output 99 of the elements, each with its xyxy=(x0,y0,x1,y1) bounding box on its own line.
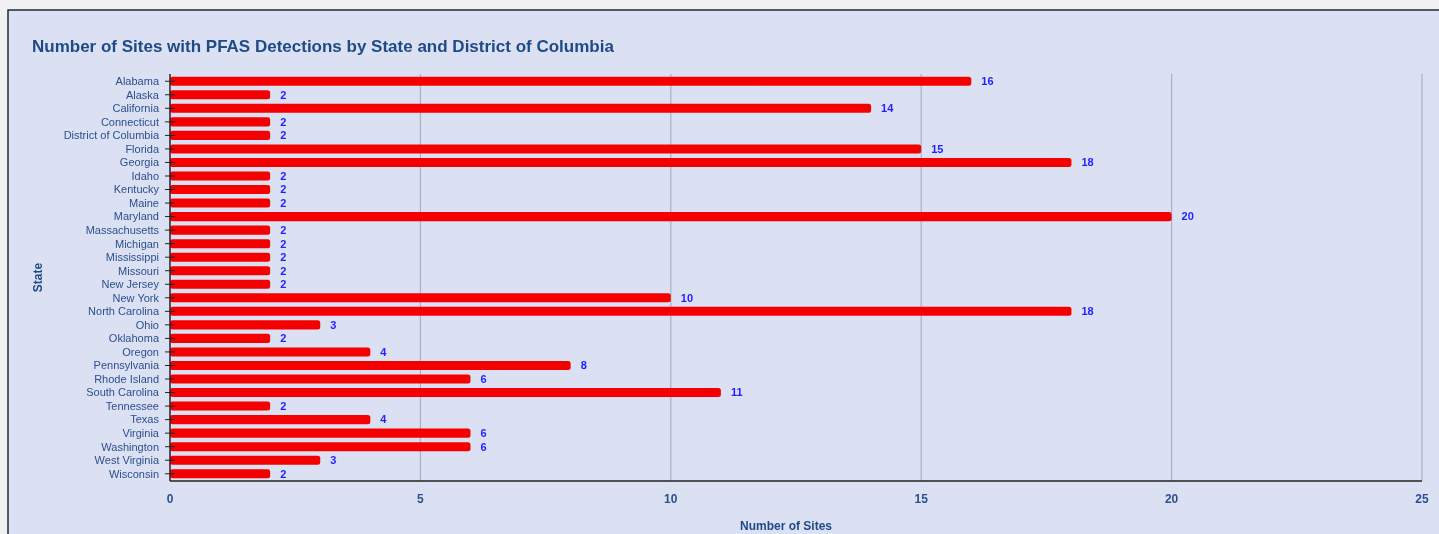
data-label: 16 xyxy=(981,75,994,88)
bar xyxy=(170,266,271,276)
bar xyxy=(170,428,471,438)
bar xyxy=(170,103,872,113)
data-label: 2 xyxy=(280,115,287,128)
x-axis-title: Number of Sites xyxy=(739,519,833,534)
data-label: 15 xyxy=(931,142,944,155)
data-label: 20 xyxy=(1181,210,1194,223)
bar xyxy=(170,347,371,357)
y-tick-label: Rhode Island xyxy=(94,372,159,385)
data-label: 3 xyxy=(330,454,337,467)
y-tick-label: District of Columbia xyxy=(63,129,160,142)
y-tick-label: Oklahoma xyxy=(108,332,160,345)
y-tick-label: Mississippi xyxy=(105,251,159,264)
bar xyxy=(170,157,1072,167)
y-tick-label: Washington xyxy=(101,440,159,453)
bar xyxy=(170,117,271,127)
y-axis-title: State xyxy=(31,262,46,293)
y-tick-label: West Virginia xyxy=(94,454,160,467)
data-label: 18 xyxy=(1081,156,1094,169)
x-tick-label: 20 xyxy=(1164,492,1179,507)
y-tick-label: Ohio xyxy=(135,318,159,331)
bar xyxy=(170,252,271,262)
y-tick-label: South Carolina xyxy=(86,386,160,399)
data-label: 6 xyxy=(480,440,487,453)
bar xyxy=(170,198,271,208)
data-label: 2 xyxy=(280,169,287,182)
bar xyxy=(170,388,721,398)
bar xyxy=(170,320,321,330)
data-label: 2 xyxy=(280,129,287,142)
bar xyxy=(170,225,271,235)
x-tick-label: 25 xyxy=(1415,492,1429,507)
data-label: 14 xyxy=(881,102,895,115)
y-tick-label: Kentucky xyxy=(113,183,160,196)
y-tick-label: Florida xyxy=(125,142,160,155)
data-label: 2 xyxy=(280,237,287,250)
bar xyxy=(170,442,471,452)
bar xyxy=(170,130,271,140)
y-tick-label: Michigan xyxy=(114,237,159,250)
bar xyxy=(170,171,271,181)
x-tick-label: 10 xyxy=(664,492,678,507)
bar xyxy=(170,333,271,343)
y-tick-label: Massachusetts xyxy=(85,223,160,236)
bar xyxy=(170,360,571,371)
data-label: 2 xyxy=(280,332,287,345)
y-tick-label: Tennessee xyxy=(105,399,159,412)
y-tick-label: Wisconsin xyxy=(108,467,159,480)
y-tick-label: Virginia xyxy=(122,427,160,439)
y-tick-label: Missouri xyxy=(118,264,159,277)
data-label: 10 xyxy=(680,291,694,304)
y-tick-label: Georgia xyxy=(119,156,160,169)
data-label: 2 xyxy=(280,467,287,480)
data-label: 2 xyxy=(280,399,287,412)
bar xyxy=(170,184,271,195)
y-tick-label: Alabama xyxy=(115,75,160,88)
y-tick-label: Idaho xyxy=(131,169,159,182)
x-tick-label: 5 xyxy=(417,492,425,507)
bar xyxy=(170,455,321,465)
y-tick-label: Maryland xyxy=(113,210,159,223)
data-label: 2 xyxy=(280,183,287,196)
data-label: 11 xyxy=(730,386,743,399)
x-tick-label: 0 xyxy=(166,492,174,507)
bar xyxy=(170,76,972,86)
data-label: 2 xyxy=(280,223,287,236)
y-tick-label: Alaska xyxy=(125,88,160,101)
y-tick-label: Texas xyxy=(130,413,160,426)
bar xyxy=(170,279,271,289)
bar xyxy=(170,306,1072,316)
bar xyxy=(170,293,671,303)
data-label: 4 xyxy=(380,345,388,358)
bar xyxy=(170,90,271,100)
data-label: 2 xyxy=(280,251,287,264)
data-label: 2 xyxy=(280,196,287,209)
bar xyxy=(170,374,471,384)
y-tick-label: New Jersey xyxy=(101,278,160,291)
bar xyxy=(170,212,1172,222)
y-tick-label: New York xyxy=(112,291,160,304)
data-label: 18 xyxy=(1081,305,1094,318)
bar xyxy=(170,144,922,154)
y-tick-label: Oregon xyxy=(122,345,159,358)
data-label: 2 xyxy=(280,278,287,291)
x-tick-label: 15 xyxy=(914,492,929,507)
y-tick-label: Maine xyxy=(129,196,159,209)
y-tick-label: Connecticut xyxy=(100,115,159,128)
data-label: 2 xyxy=(280,88,287,101)
data-label: 6 xyxy=(480,427,487,439)
bar xyxy=(170,469,271,479)
bar xyxy=(170,401,271,411)
data-label: 4 xyxy=(380,413,388,426)
bar xyxy=(170,415,371,425)
y-tick-label: Pennsylvania xyxy=(93,359,160,372)
data-label: 3 xyxy=(330,318,337,331)
data-label: 6 xyxy=(480,372,487,385)
y-tick-label: California xyxy=(112,102,160,115)
data-label: 2 xyxy=(280,264,287,277)
data-label: 8 xyxy=(580,359,587,372)
chart-title: Number of Sites with PFAS Detections by State and District of Columbia xyxy=(32,36,615,56)
y-tick-label: North Carolina xyxy=(88,305,160,318)
bar xyxy=(170,239,271,249)
